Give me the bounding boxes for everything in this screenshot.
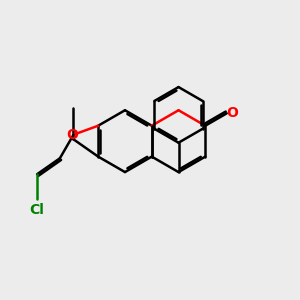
Text: Cl: Cl	[30, 203, 44, 218]
Text: O: O	[66, 128, 78, 142]
Text: O: O	[226, 106, 238, 120]
